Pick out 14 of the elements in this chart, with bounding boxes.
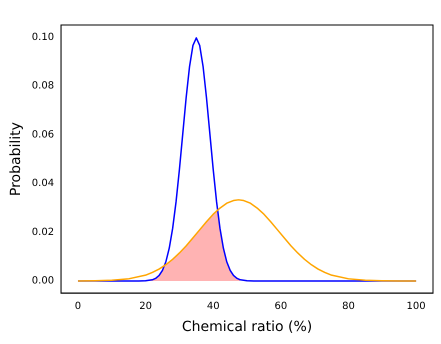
x-tick-label: 100 (406, 300, 426, 312)
y-tick-label: 0.02 (32, 226, 54, 238)
y-tick-label: 0.06 (32, 129, 54, 140)
y-tick-label: 0.08 (32, 80, 54, 92)
x-axis-title: Chemical ratio (%) (182, 319, 312, 336)
y-tick-label: 0.04 (32, 178, 54, 190)
x-tick-label: 60 (274, 300, 288, 312)
y-tick-label: 0.10 (32, 32, 54, 43)
y-axis-title: Probability (8, 122, 24, 196)
x-tick-label: 80 (342, 300, 355, 312)
x-tick-label: 20 (139, 300, 152, 312)
y-tick-label: 0.00 (32, 276, 54, 287)
x-tick-label: 40 (206, 300, 220, 312)
x-tick-label: 0 (74, 300, 82, 312)
